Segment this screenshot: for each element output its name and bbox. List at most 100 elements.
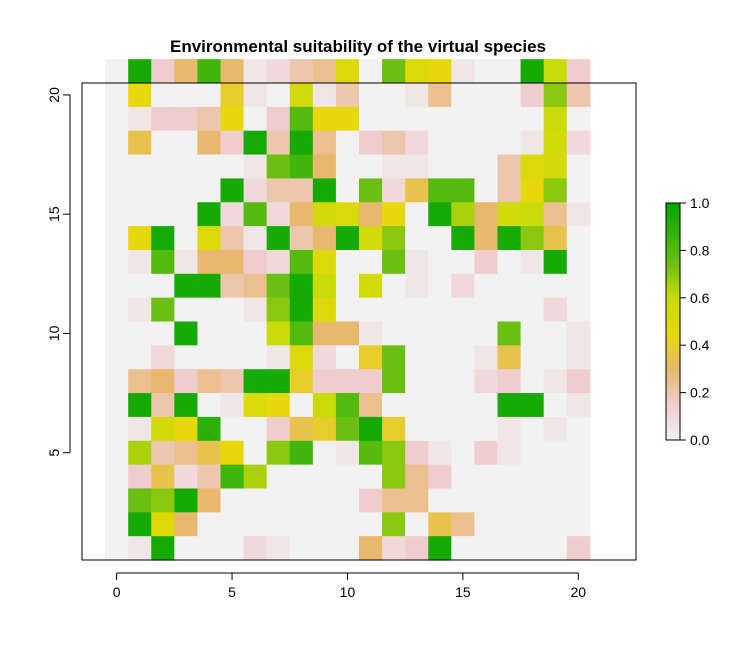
heatmap-cell [174, 416, 199, 442]
colorbar-segment [666, 349, 680, 353]
heatmap-cell [289, 83, 314, 108]
heatmap-cell [312, 59, 337, 84]
heatmap-cell [566, 249, 591, 275]
heatmap-cell [174, 178, 199, 203]
heatmap-cell [335, 369, 360, 394]
heatmap-cell [405, 488, 429, 513]
heatmap-cell [197, 202, 222, 227]
heatmap-cell [359, 345, 383, 370]
colorbar-segment [666, 212, 680, 216]
x-tick-label: 15 [455, 584, 471, 600]
heatmap-cell [359, 536, 383, 561]
heatmap-cell [359, 249, 383, 275]
heatmap-cell [197, 464, 222, 490]
colorbar-segment [666, 378, 680, 382]
colorbar-segment [666, 205, 680, 209]
colorbar-segment [666, 319, 680, 322]
heatmap-cell [405, 512, 429, 537]
heatmap-cell [174, 393, 199, 418]
heatmap-cell [497, 83, 522, 108]
heatmap-cell [451, 83, 476, 108]
heatmap-cell [151, 106, 175, 132]
heatmap-cell [151, 154, 175, 179]
heatmap-cell [543, 345, 568, 370]
heatmap-cell [543, 369, 568, 394]
heatmap-cell [197, 321, 222, 346]
colorbar-segment [666, 432, 680, 436]
heatmap-cell [105, 416, 129, 442]
heatmap-cell [174, 345, 199, 370]
heatmap-cell [289, 536, 314, 561]
heatmap-cell [428, 321, 452, 346]
colorbar-segment [666, 430, 680, 434]
heatmap-cell [566, 440, 591, 466]
colorbar-segment [666, 413, 680, 417]
colorbar-segment [666, 224, 680, 228]
heatmap-cell [543, 416, 568, 442]
heatmap-cell [451, 154, 476, 179]
heatmap-cell [197, 154, 222, 179]
heatmap-cell [474, 321, 499, 346]
heatmap-cell [451, 226, 476, 251]
colorbar-segment [666, 271, 680, 275]
colorbar-segment [666, 229, 680, 232]
heatmap-cell [405, 345, 429, 370]
heatmap-cell [289, 393, 314, 418]
heatmap-cell [220, 345, 245, 370]
heatmap-cell [566, 226, 591, 251]
colorbar-segment [666, 300, 680, 304]
y-tick-label: 15 [46, 206, 62, 222]
heatmap-cell [266, 106, 291, 132]
heatmap-cell [335, 416, 360, 442]
colorbar-segment [666, 307, 680, 311]
heatmap-cell [428, 393, 452, 418]
heatmap-cell [451, 512, 476, 537]
x-tick-label: 20 [571, 584, 587, 600]
heatmap-cell [289, 512, 314, 537]
heatmap-cell [520, 226, 545, 251]
heatmap-cell [359, 369, 383, 394]
colorbar-segment [666, 214, 680, 218]
heatmap-cell [520, 83, 545, 108]
heatmap-cell [451, 536, 476, 561]
colorbar-segment [666, 354, 680, 358]
heatmap-cell [197, 440, 222, 466]
heatmap-cell [220, 130, 245, 156]
heatmap-cell [220, 178, 245, 203]
colorbar-segment [666, 423, 680, 427]
heatmap-cell [128, 416, 152, 442]
heatmap-cell [405, 464, 429, 490]
heatmap-cell [128, 106, 152, 132]
heatmap-cell [497, 536, 522, 561]
heatmap-cell [497, 464, 522, 490]
colorbar-segment [666, 397, 680, 401]
heatmap-cell [289, 488, 314, 513]
heatmap-cell [497, 130, 522, 156]
heatmap-cell [197, 345, 222, 370]
colorbar-segment [666, 345, 680, 349]
heatmap-cell [359, 297, 383, 323]
colorbar-segment [666, 302, 680, 306]
colorbar-segment [666, 276, 680, 280]
heatmap-cell [474, 226, 499, 251]
heatmap-cell [220, 83, 245, 108]
heatmap-cell [359, 416, 383, 442]
heatmap-cell [243, 440, 268, 466]
heatmap-cell [335, 273, 360, 299]
heatmap-cell [312, 106, 337, 132]
heatmap-cell [359, 154, 383, 179]
colorbar-segment [666, 248, 680, 251]
heatmap-cell [474, 178, 499, 203]
heatmap-cell [105, 178, 129, 203]
heatmap-cell [566, 273, 591, 299]
colorbar-segment [666, 361, 680, 365]
heatmap-cell [289, 416, 314, 442]
colorbar-segment [666, 418, 680, 422]
colorbar-segment [666, 421, 680, 424]
heatmap-cell [428, 488, 452, 513]
heatmap-cell [335, 440, 360, 466]
heatmap-cells [105, 59, 591, 561]
heatmap-cell [497, 393, 522, 418]
colorbar-segment [666, 269, 680, 273]
